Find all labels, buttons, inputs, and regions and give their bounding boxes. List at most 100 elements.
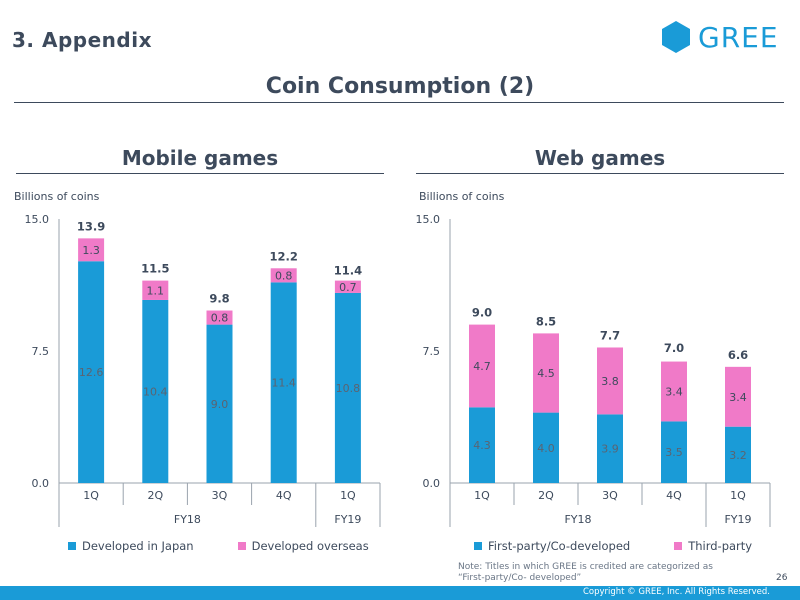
legend-swatch-secondary (674, 542, 683, 550)
bar-segment (533, 333, 559, 413)
group-label: FY19 (724, 513, 751, 526)
data-label: 3.4 (729, 391, 747, 404)
data-label: 4.3 (473, 439, 491, 452)
mobile-title-divider (16, 173, 384, 174)
web-unit-label: Billions of coins (419, 190, 505, 203)
legend-label: Third-party (688, 539, 753, 553)
legend-item-developed-overseas: Developed overseas (237, 539, 369, 553)
legend-label: Developed in Japan (82, 539, 194, 553)
page-number: 26 (776, 573, 788, 583)
copyright-text: Copyright © GREE, Inc. All Rights Reserv… (582, 587, 770, 597)
web-games-chart: 0.0 7.5 15.0 1Q 2Q 3Q 4Q 1Q FY18 FY19 4.3 4.7 9.0 4.0… (416, 213, 771, 527)
bar-segment (78, 261, 105, 483)
group-label: FY19 (334, 513, 361, 526)
bar-segment (334, 280, 361, 293)
total-label: 7.0 (664, 341, 684, 355)
data-label: 4.5 (537, 367, 555, 380)
logo-text: GREE (698, 20, 779, 54)
mobile-legend: Developed in Japan Developed overseas (68, 539, 413, 553)
hexagon-logo-icon (662, 21, 690, 53)
bar-segment (78, 238, 105, 262)
bar-segment (334, 292, 361, 483)
title-divider (14, 102, 784, 103)
x-tick-label: 1Q (83, 489, 99, 502)
data-label: 10.4 (143, 385, 168, 398)
x-tick-label: 4Q (276, 489, 292, 502)
total-label: 11.4 (334, 263, 362, 277)
x-tick-label: 1Q (474, 489, 490, 502)
total-label: 8.5 (536, 314, 556, 328)
data-label: 0.8 (211, 312, 229, 325)
bar-segment (533, 412, 559, 483)
legend-item-developed-in-japan: Developed in Japan (68, 539, 194, 553)
group-label: FY18 (564, 513, 591, 526)
data-label: 9.0 (211, 398, 229, 411)
data-label: 11.4 (271, 377, 296, 390)
data-label: 0.8 (275, 269, 293, 282)
y-tick-label: 7.5 (423, 345, 441, 358)
bar-segment (206, 310, 233, 325)
web-chart-title: Web games (534, 146, 666, 170)
data-label: 1.1 (147, 284, 165, 297)
legend-label: First-party/Co-developed (488, 539, 631, 553)
bar-segment (725, 366, 751, 427)
web-legend: First-party/Co-developed Third-party (474, 539, 796, 553)
legend-item-third-party: Third-party (674, 539, 752, 553)
total-label: 12.2 (270, 249, 298, 263)
bar-segment (469, 407, 495, 483)
bar-segment (661, 421, 687, 483)
gree-logo: GREE (660, 20, 779, 54)
x-tick-label: 2Q (147, 489, 163, 502)
legend-swatch-secondary (237, 542, 246, 550)
y-tick-label: 15.0 (416, 213, 441, 226)
y-tick-label: 0.0 (423, 477, 441, 490)
y-tick-label: 7.5 (32, 345, 50, 358)
page-title: Coin Consumption (2) (265, 74, 535, 99)
total-label: 9.8 (209, 292, 229, 306)
y-tick-label: 0.0 (32, 477, 50, 490)
mobile-games-chart: 0.0 7.5 15.0 1Q 2Q 3Q 4Q 1Q FY18 FY19 12.6 1.3 13.9 1… (25, 213, 381, 527)
legend-swatch-primary (474, 542, 482, 550)
total-label: 7.7 (600, 328, 620, 342)
bar-segment (469, 324, 495, 408)
data-label: 4.7 (473, 360, 491, 373)
bar-segment (270, 282, 297, 483)
data-label: 4.0 (537, 442, 555, 455)
data-label: 0.7 (339, 281, 357, 294)
footer-bar: Copyright © GREE, Inc. All Rights Reserv… (0, 586, 800, 600)
total-label: 13.9 (77, 219, 105, 233)
bar-segment (725, 426, 751, 483)
data-label: 3.2 (729, 449, 747, 462)
x-tick-label: 1Q (340, 489, 356, 502)
legend-swatch-primary (68, 542, 76, 550)
data-label: 3.4 (665, 385, 683, 398)
bar-segment (270, 268, 297, 283)
y-tick-label: 15.0 (25, 213, 50, 226)
x-tick-label: 1Q (730, 489, 746, 502)
bar-segment (142, 280, 169, 300)
bar-segment (206, 324, 233, 483)
bar-segment (597, 414, 623, 483)
legend-item-first-party: First-party/Co-developed (474, 539, 630, 553)
legend-label: Developed overseas (251, 539, 369, 553)
data-label: 1.3 (82, 244, 100, 257)
bar-segment (142, 299, 169, 483)
bar-segment (661, 361, 687, 422)
mobile-chart-title: Mobile games (121, 146, 279, 170)
data-label: 3.9 (601, 443, 619, 456)
data-label: 10.8 (336, 382, 361, 395)
x-tick-label: 4Q (666, 489, 682, 502)
x-tick-label: 3Q (212, 489, 228, 502)
x-tick-label: 2Q (538, 489, 554, 502)
total-label: 6.6 (728, 348, 748, 362)
web-title-divider (416, 173, 784, 174)
mobile-unit-label: Billions of coins (14, 190, 100, 203)
data-label: 3.8 (601, 375, 619, 388)
section-title: 3. Appendix (12, 28, 152, 52)
total-label: 9.0 (472, 306, 492, 320)
x-tick-label: 3Q (602, 489, 618, 502)
footnote: Note: Titles in which GREE is credited a… (458, 562, 713, 583)
total-label: 11.5 (141, 262, 169, 276)
data-label: 12.6 (79, 366, 104, 379)
data-label: 3.5 (665, 446, 683, 459)
